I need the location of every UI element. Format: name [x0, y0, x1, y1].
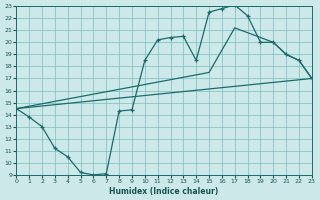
- X-axis label: Humidex (Indice chaleur): Humidex (Indice chaleur): [109, 187, 219, 196]
